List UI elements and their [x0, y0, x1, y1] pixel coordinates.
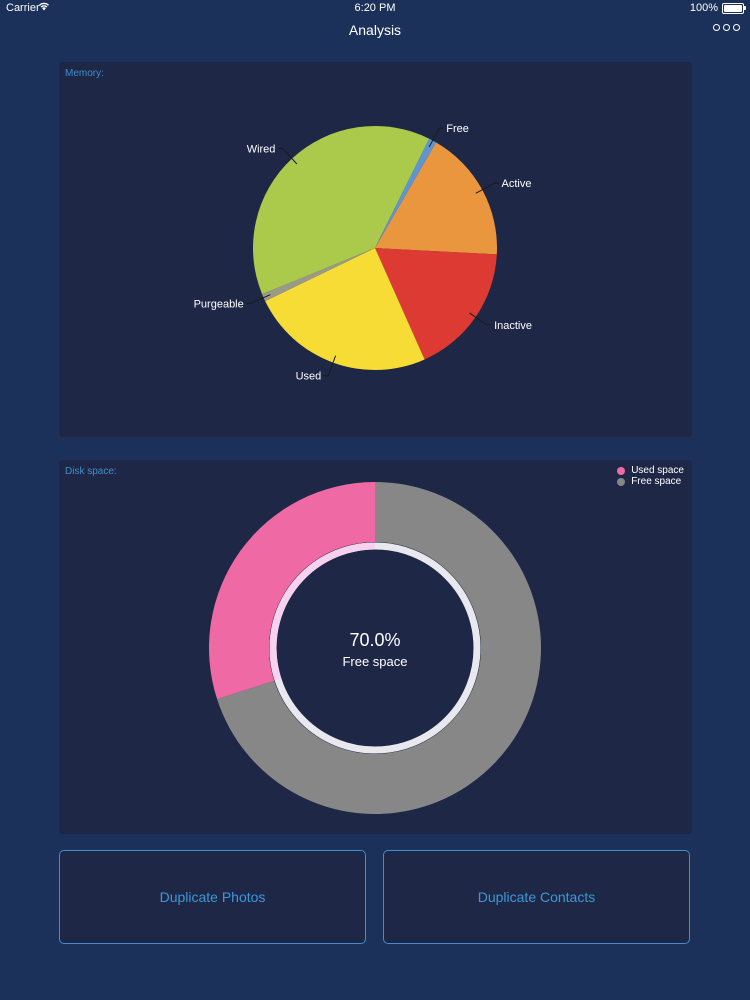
- pie-slice-inactive: [375, 248, 497, 360]
- page-title: Analysis: [348, 22, 402, 38]
- donut-segment-used-space: [208, 482, 375, 700]
- memory-pie-chart: Active Inactive Used Purgeable Wired Free: [194, 123, 532, 383]
- legend-item-used: Used space: [617, 465, 684, 476]
- pie-slice-wired: [253, 126, 430, 295]
- disk-panel: Disk space: Used space Free space 70.0% F…: [59, 460, 692, 834]
- legend-label-used: Used space: [631, 465, 684, 476]
- pie-label-free: Free: [446, 123, 469, 135]
- pie-leader-line: [475, 182, 499, 194]
- memory-label: Memory:: [65, 68, 104, 79]
- donut-inner-ring-highlight: [269, 542, 376, 681]
- pie-slice-active: [375, 142, 497, 255]
- pie-leader-line: [246, 294, 271, 304]
- pie-label-wired: Wired: [247, 143, 276, 155]
- donut-center-label: Free space: [342, 654, 407, 669]
- disk-label: Disk space:: [65, 466, 117, 477]
- more-dot-icon: [713, 24, 720, 31]
- legend-swatch-free: [617, 477, 626, 486]
- pie-label-active: Active: [502, 178, 532, 190]
- carrier-label: Carrier: [6, 2, 40, 14]
- status-bar: Carrier 6:20 PM 100%: [0, 0, 750, 16]
- pie-slice-free: [375, 138, 436, 248]
- pie-leader-line: [428, 127, 444, 148]
- pie-slice-used: [265, 248, 425, 370]
- pie-label-used: Used: [296, 371, 322, 383]
- pie-leader-line: [469, 312, 492, 326]
- pie-slice-purgeable: [262, 248, 375, 302]
- battery-indicator: 100%: [689, 2, 746, 14]
- pie-label-inactive: Inactive: [494, 320, 532, 332]
- memory-panel: Memory: Active Inactive Used Purgeable Wired…: [59, 62, 692, 437]
- disk-donut-chart: 70.0% Free space: [208, 482, 541, 814]
- duplicate-photos-button[interactable]: Duplicate Photos: [59, 850, 366, 944]
- more-dot-icon: [723, 24, 730, 31]
- status-time: 6:20 PM: [354, 2, 396, 14]
- legend-item-free: Free space: [617, 476, 684, 487]
- more-options-button[interactable]: [713, 24, 740, 31]
- duplicate-contacts-button[interactable]: Duplicate Contacts: [383, 850, 690, 944]
- legend-swatch-used: [617, 466, 626, 475]
- disk-legend: Used space Free space: [617, 465, 684, 487]
- pie-leader-line: [278, 147, 298, 165]
- wifi-icon: [39, 2, 49, 11]
- legend-label-free: Free space: [631, 476, 682, 487]
- battery-percent: 100%: [689, 2, 718, 14]
- donut-segment-free-space: [217, 482, 541, 814]
- pie-leader-line: [324, 355, 337, 377]
- pie-label-purgeable: Purgeable: [194, 298, 244, 310]
- battery-icon: [722, 2, 746, 14]
- more-dot-icon: [733, 24, 740, 31]
- donut-center-value: 70.0%: [349, 630, 400, 650]
